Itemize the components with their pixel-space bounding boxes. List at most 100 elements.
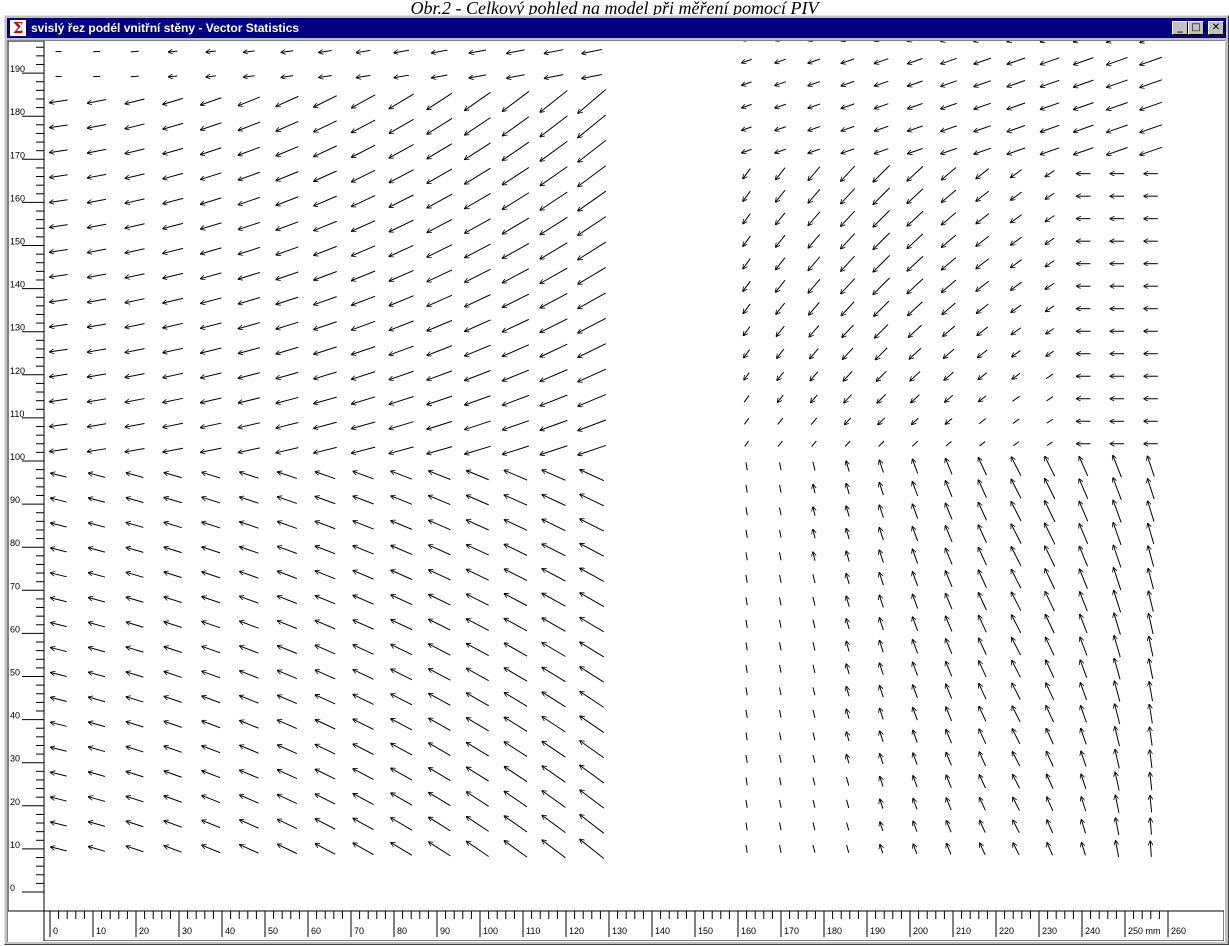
flow-vector (1011, 170, 1022, 178)
flow-vector (580, 815, 604, 834)
flow-vector (974, 41, 991, 42)
flow-vector (502, 142, 529, 160)
flow-vector (1150, 750, 1152, 768)
maximize-button[interactable]: □ (1188, 21, 1204, 35)
flow-vector (164, 771, 182, 777)
flow-vector (880, 731, 884, 742)
flow-vector (743, 327, 749, 336)
flow-vector (431, 75, 447, 78)
flow-vector (845, 441, 850, 446)
flow-vector (582, 50, 602, 54)
flow-vector (745, 441, 749, 446)
flow-vector (808, 59, 820, 63)
flow-vector (1012, 351, 1021, 357)
figure-caption: Obr.2 - Celkový pohled na model při měře… (0, 0, 1229, 16)
x-tick-label: 250 mm (1128, 926, 1161, 936)
flow-vector (502, 243, 529, 258)
flow-vector (465, 295, 491, 307)
flow-vector (542, 643, 565, 657)
flow-vector (908, 104, 923, 109)
close-button[interactable]: ✕ (1208, 21, 1224, 35)
flow-vector (780, 462, 782, 470)
flow-vector (542, 791, 565, 808)
flow-vector (913, 821, 917, 832)
flow-vector (1012, 638, 1021, 655)
flow-vector (389, 321, 413, 331)
flow-vector (841, 234, 855, 249)
flow-vector (429, 520, 451, 529)
flow-vector (315, 844, 335, 855)
x-tick-label: 30 (182, 926, 192, 936)
flow-vector (743, 259, 750, 269)
flow-vector (1013, 797, 1020, 810)
flow-vector (427, 118, 452, 134)
flow-vector (540, 344, 567, 357)
flow-vector (941, 58, 957, 64)
flow-vector (912, 482, 917, 496)
flow-vector (846, 619, 849, 629)
flow-vector (164, 796, 182, 802)
flow-vector (808, 212, 820, 226)
flow-vector (276, 247, 298, 255)
flow-vector (315, 645, 335, 654)
title-bar[interactable]: Σ svislý řez podél vnitřní stěny - Vecto… (7, 18, 1226, 38)
flow-vector (912, 549, 917, 563)
flow-vector (88, 772, 105, 777)
flow-vector (276, 121, 298, 131)
flow-vector (941, 190, 956, 202)
sigma-icon[interactable]: Σ (10, 20, 26, 36)
flow-vector (276, 197, 298, 206)
flow-vector (945, 418, 952, 424)
flow-vector (912, 617, 917, 631)
flow-vector (427, 346, 452, 356)
flow-vector (502, 446, 529, 454)
flow-vector (746, 507, 747, 515)
flow-vector (1011, 328, 1021, 335)
flow-vector (1148, 523, 1154, 544)
flow-vector (465, 345, 491, 356)
flow-vector (238, 147, 260, 155)
flow-vector (1114, 590, 1121, 612)
flow-vector (240, 646, 259, 653)
flow-vector (1079, 546, 1087, 566)
flow-vector (126, 821, 143, 827)
flow-vector (429, 743, 451, 756)
flow-vector (813, 620, 815, 629)
flow-vector (979, 661, 986, 677)
flow-vector (1045, 523, 1055, 544)
flow-vector (1046, 683, 1054, 700)
flow-vector (87, 224, 106, 228)
flow-vector (51, 847, 67, 851)
flow-vector (238, 448, 260, 453)
flow-vector (126, 771, 143, 776)
flow-vector (51, 822, 67, 826)
flow-vector (240, 820, 259, 828)
flow-vector (391, 545, 412, 554)
flow-vector (126, 672, 143, 677)
flow-vector (1081, 728, 1087, 744)
minimize-button[interactable]: _ (1172, 21, 1188, 35)
flow-vector (907, 234, 923, 249)
flow-vector (978, 502, 986, 520)
flow-vector (808, 257, 820, 271)
flow-vector (427, 169, 452, 183)
flow-vector (389, 371, 413, 379)
flow-vector (51, 747, 67, 751)
flow-vector (126, 523, 143, 528)
flow-vector (88, 597, 105, 602)
flow-vector (742, 59, 752, 63)
flow-vector (50, 274, 68, 277)
flow-vector (1045, 216, 1054, 222)
flow-vector (277, 770, 296, 779)
flow-vector (465, 193, 491, 208)
flow-vector (51, 772, 67, 776)
flow-vector (465, 168, 491, 184)
flow-vector (780, 530, 782, 538)
flow-vector (1147, 456, 1154, 476)
vector-plot-area[interactable]: 2001901801701601501401301201101009080706… (7, 40, 1225, 942)
flow-vector (507, 50, 525, 53)
flow-vector (87, 249, 106, 252)
flow-vector (980, 843, 985, 855)
flow-vector (1013, 820, 1019, 833)
x-tick-label: 230 (1042, 926, 1057, 936)
